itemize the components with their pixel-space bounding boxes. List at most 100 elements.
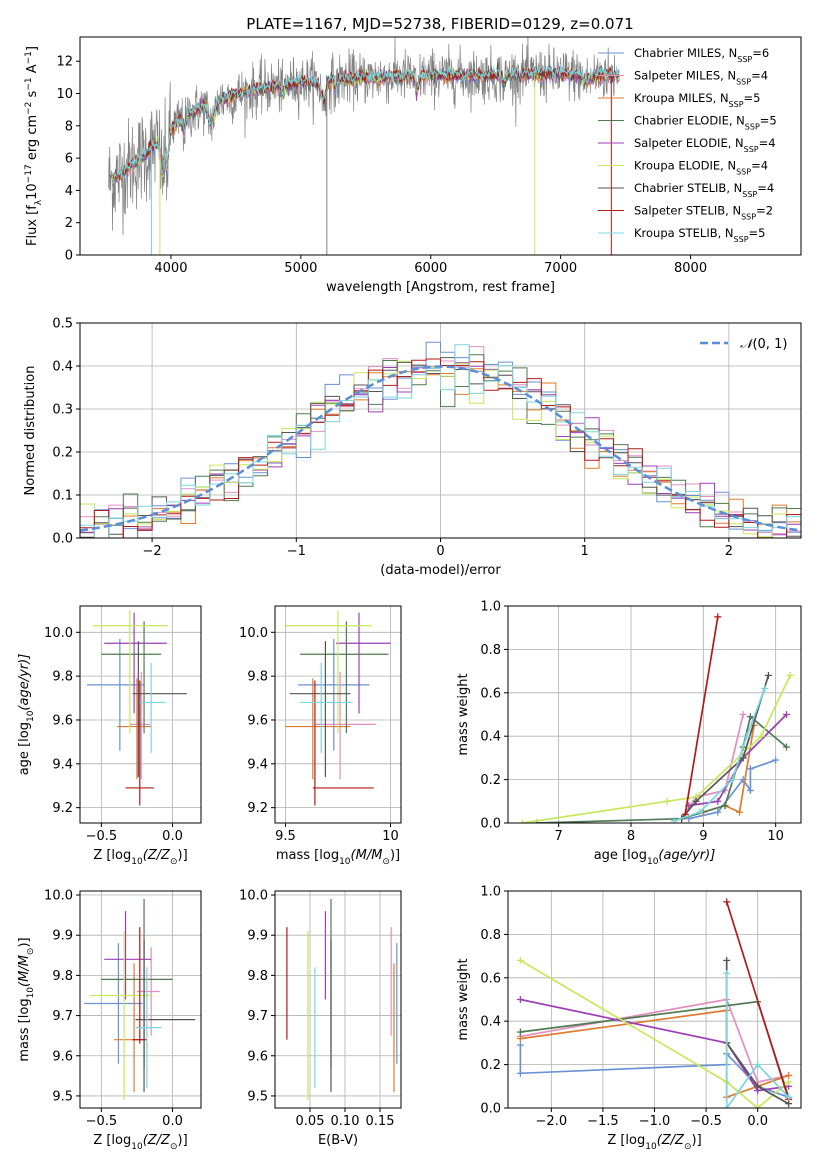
y-tick-label: 9.6: [52, 713, 73, 728]
y-axis-label: Normed distribution: [23, 366, 38, 496]
x-tick-label: 6000: [414, 261, 447, 276]
x-tick-label: 4000: [154, 261, 187, 276]
y-tick-label: 9.9: [52, 929, 73, 944]
legend-normal-args: (0, 1): [752, 337, 787, 352]
x-tick-label: 1: [581, 544, 589, 559]
x-tick-label: 7000: [544, 261, 577, 276]
x-tick-label: −2: [143, 544, 162, 559]
y-tick-label: 0.2: [480, 1058, 501, 1073]
y-tick-label: 10.0: [239, 889, 268, 904]
legend-subscript: SSP: [745, 122, 760, 131]
y-tick-label: 0: [65, 249, 73, 264]
y-tick-label: 9.2: [247, 801, 268, 816]
x-tick-label: 0.0: [747, 1114, 768, 1129]
weight-series-line: [725, 973, 790, 1108]
y-axis-label-part: ]: [25, 46, 40, 51]
legend-subscript: SSP: [737, 55, 752, 64]
legend-nssp: =5: [744, 91, 761, 105]
x-axis-label-part: 10: [647, 857, 659, 867]
x-axis-label-part: Z [log: [607, 1133, 645, 1148]
legend-nssp: =4: [757, 181, 774, 195]
x-tick-label: 0.0: [162, 1114, 183, 1129]
y-tick-label: 9.6: [247, 713, 268, 728]
x-axis-label: age [log10(age/yr)]: [594, 848, 716, 867]
legend-nssp: =4: [751, 159, 768, 173]
y-axis-label: mass weight: [456, 958, 471, 1040]
y-tick-label: 9.8: [52, 670, 73, 685]
y-tick-label: 0.0: [480, 817, 501, 832]
x-tick-label: −0.5: [86, 829, 118, 844]
x-tick-label: −1.5: [587, 1114, 619, 1129]
legend-label: 𝒩(0, 1): [740, 337, 787, 352]
axes-frame: [79, 890, 202, 1109]
axes-frame: [79, 36, 802, 256]
y-tick-label: 12: [56, 55, 73, 70]
legend-nssp: =4: [759, 136, 776, 150]
y-tick-label: 2: [65, 216, 73, 231]
plot-content: [516, 898, 793, 1108]
y-tick-label: 9.4: [52, 757, 73, 772]
legend-label: Salpeter ELODIE, NSSP=4: [634, 136, 776, 154]
x-tick-label: 10: [382, 829, 399, 844]
model-spectrum-line: [112, 63, 620, 185]
axes-frame: [79, 605, 202, 824]
x-axis-label-part: age [log: [594, 848, 647, 863]
legend-series-name: Kroupa MILES, N: [634, 91, 729, 105]
grid: [275, 891, 401, 1108]
legend-label: Salpeter STELIB, NSSP=2: [634, 204, 773, 222]
y-tick-label: 9.2: [52, 801, 73, 816]
weight-series-line: [680, 675, 770, 820]
legend-series-name: Chabrier MILES, N: [634, 46, 737, 60]
plot-content: [108, 37, 620, 255]
y-axis-label-part: −1: [24, 77, 34, 90]
y-axis-label-part: )]: [17, 937, 32, 947]
x-tick-label: −0.5: [690, 1114, 722, 1129]
x-tick-label: 2: [725, 544, 733, 559]
plot-content: [286, 899, 398, 1100]
legend-series-name: Chabrier ELODIE, N: [634, 114, 745, 128]
x-tick-label: −1.0: [639, 1114, 671, 1129]
plot-area: [80, 891, 201, 1108]
x-axis-label-part: 10: [131, 1142, 143, 1152]
normal-pdf-curve: [80, 365, 801, 532]
x-axis-label-part: ⊙: [170, 857, 178, 867]
x-tick-label: 8000: [674, 261, 707, 276]
x-tick-label: 7: [555, 829, 563, 844]
x-tick-label: 0.10: [331, 1114, 360, 1129]
legend-subscript: SSP: [729, 100, 744, 109]
age-vs-metallicity-panel: −0.5 0.09.29.49.69.810.0Z [log10(Z/Z⊙)]ag…: [17, 605, 202, 867]
y-tick-label: 0.2: [52, 446, 73, 461]
y-axis-label-part: age [log: [17, 722, 32, 775]
y-axis-label-part: 10: [25, 183, 40, 200]
legend-label: Chabrier MILES, NSSP=6: [634, 46, 769, 64]
legend-nssp: =6: [752, 46, 769, 60]
x-axis-label: (data-model)/error: [380, 563, 501, 578]
y-axis-label-part: −2: [24, 102, 34, 115]
y-tick-label: 10: [56, 87, 73, 102]
y-tick-label: 0.6: [480, 971, 501, 986]
residual-histogram-panel: −2 −1 0 1 2 0.0 0.1 0.2 0.3 0.4 0.5 (data-model)/er…: [23, 317, 802, 578]
y-axis-label-part: (age/yr)]: [17, 654, 32, 711]
x-axis-label-part: (Z/Z: [143, 1133, 171, 1148]
x-axis-label-part: )]: [692, 1133, 702, 1148]
x-axis-label: Z [log10(Z/Z⊙)]: [93, 1133, 187, 1152]
y-axis-label-part: −1: [24, 51, 34, 64]
x-axis-label-part: )]: [178, 848, 188, 863]
y-axis-label: mass [log10(M/M⊙)]: [17, 937, 36, 1061]
y-axis-label: age [log10(age/yr)]: [17, 654, 36, 776]
weight-vs-metallicity-panel: −2.0 −1.5 −1.0 −0.5 0.0 0.0 0.2 0.4 0.6 0.8 1.0 Z […: [456, 885, 802, 1152]
legend-series-name: Salpeter STELIB, N: [634, 204, 741, 218]
legend-series-name: Kroupa STELIB, N: [634, 226, 734, 240]
x-axis-label-part: (Z/Z: [657, 1133, 685, 1148]
y-tick-label: 9.6: [52, 1049, 73, 1064]
y-axis-label: Flux [fλ10−17 erg cm−2 s−1 A−1]: [24, 46, 44, 246]
x-axis-label-part: (age/yr)]: [658, 848, 715, 863]
y-tick-label: 9.4: [247, 757, 268, 772]
x-axis-label-part: Z [log: [93, 1133, 131, 1148]
y-axis-label-part: λ: [34, 199, 44, 205]
y-tick-label: 9.5: [247, 1089, 268, 1104]
plot-content: [84, 899, 196, 1100]
x-axis-label-part: (Z/Z: [143, 848, 171, 863]
